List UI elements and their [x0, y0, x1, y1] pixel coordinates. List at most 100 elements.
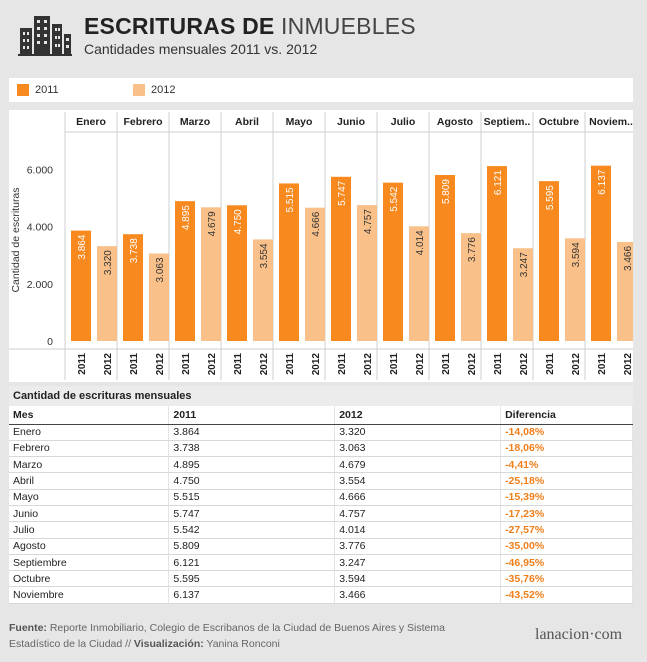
month-label: Noviem.. — [589, 116, 633, 128]
cell-2011: 3.864 — [168, 424, 336, 441]
bar-2011 — [279, 183, 299, 341]
cell-2012: 3.466 — [334, 586, 502, 604]
bar-2012 — [617, 241, 633, 341]
cell-2012: 3.554 — [334, 472, 502, 490]
table-row: Febrero 3.738 3.063 -18,06% — [9, 440, 633, 458]
chart: Cantidad de escrituras 0 2.000 4.000 6.000 En… — [9, 110, 633, 382]
bar-2011 — [71, 230, 91, 341]
bar-value-label: 3.554 — [259, 243, 270, 268]
cell-diferencia: -18,06% — [500, 440, 633, 458]
bar-2011 — [331, 176, 351, 341]
table-row: Julio 5.542 4.014 -27,57% — [9, 521, 633, 539]
cell-diferencia: -25,18% — [500, 472, 633, 490]
x-year-label: 2011 — [337, 353, 348, 375]
table-row: Marzo 4.895 4.679 -4,41% — [9, 456, 633, 474]
x-year-label: 2011 — [77, 353, 88, 375]
month-label: Septiem.. — [484, 116, 531, 128]
x-year-label: 2011 — [181, 353, 192, 375]
y-tick-label: 6.000 — [27, 165, 53, 177]
x-year-label: 2011 — [389, 353, 400, 375]
bar-value-label: 3.594 — [571, 242, 582, 267]
bar-2011 — [487, 166, 507, 341]
bar-value-label: 3.776 — [467, 237, 478, 262]
month-label: Marzo — [180, 116, 210, 128]
cell-diferencia: -35,76% — [500, 570, 633, 588]
bar-value-label: 5.542 — [389, 186, 400, 211]
viz-label: Visualización: — [133, 638, 204, 650]
cell-2012: 3.063 — [334, 440, 502, 458]
bar-value-label: 5.595 — [545, 185, 556, 210]
x-year-label: 2012 — [155, 353, 166, 376]
bar-value-label: 4.750 — [233, 209, 244, 234]
bar-2011 — [227, 205, 247, 341]
cell-2012: 3.247 — [334, 554, 502, 572]
cell-diferencia: -43,52% — [500, 586, 633, 604]
table-row: Septiembre 6.121 3.247 -46,95% — [9, 554, 633, 572]
bar-value-label: 6.137 — [597, 169, 608, 194]
x-year-label: 2012 — [259, 353, 270, 376]
page-subtitle: Cantidades mensuales 2011 vs. 2012 — [84, 41, 318, 57]
bar-value-label: 6.121 — [493, 170, 504, 195]
x-year-label: 2012 — [103, 353, 114, 376]
table-row: Octubre 5.595 3.594 -35,76% — [9, 570, 633, 588]
month-label: Febrero — [123, 116, 162, 128]
bar-value-label: 4.757 — [363, 209, 374, 234]
month-header-strip — [67, 110, 633, 132]
table-row: Enero 3.864 3.320 -14,08% — [9, 424, 633, 441]
bar-2012 — [409, 226, 429, 341]
table-header-row: Mes 2011 2012 Diferencia — [9, 406, 633, 425]
cell-2012: 4.679 — [334, 456, 502, 474]
x-year-label: 2011 — [441, 353, 452, 375]
cell-mes: Agosto — [9, 538, 170, 555]
bar-2011 — [539, 181, 559, 341]
cell-mes: Noviembre — [9, 586, 170, 604]
cell-mes: Enero — [9, 424, 170, 441]
source-text: Reporte Inmobiliario, Colegio de Escriba… — [9, 622, 445, 650]
cell-mes: Abril — [9, 472, 170, 490]
bar-2012 — [461, 233, 481, 341]
cell-2011: 4.895 — [168, 456, 336, 474]
legend-swatch-2012 — [133, 84, 145, 96]
bar-2012 — [565, 238, 585, 341]
month-label: Octubre — [539, 116, 579, 128]
header: ESCRITURAS DE INMUEBLES Cantidades mensu… — [0, 0, 647, 68]
cell-diferencia: -35,00% — [500, 538, 633, 555]
bar-value-label: 3.320 — [103, 250, 114, 275]
cell-2012: 3.320 — [334, 424, 502, 441]
x-year-label: 2012 — [363, 353, 374, 376]
cell-diferencia: -17,23% — [500, 505, 633, 523]
bar-2011 — [175, 201, 195, 341]
legend-item-2012: 2012 — [133, 84, 175, 96]
bar-value-label: 4.679 — [207, 211, 218, 236]
x-year-label: 2012 — [467, 353, 478, 376]
table-row: Abril 4.750 3.554 -25,18% — [9, 472, 633, 490]
cell-2011: 3.738 — [168, 440, 336, 458]
cell-2011: 5.515 — [168, 489, 336, 506]
bar-value-label: 4.895 — [181, 205, 192, 230]
x-year-label: 2012 — [623, 353, 633, 376]
bar-2012 — [97, 246, 117, 341]
cell-diferencia: -4,41% — [500, 456, 633, 474]
buildings-icon — [18, 16, 72, 56]
legend-label-2011: 2011 — [35, 84, 59, 96]
x-year-label: 2012 — [571, 353, 582, 376]
month-label: Enero — [76, 116, 106, 128]
bar-value-label: 3.466 — [623, 246, 633, 271]
cell-mes: Octubre — [9, 570, 170, 588]
x-year-label: 2011 — [233, 353, 244, 375]
x-year-label: 2011 — [493, 353, 504, 375]
bar-2012 — [149, 253, 169, 341]
legend-swatch-2011 — [17, 84, 29, 96]
bar-value-label: 3.738 — [129, 238, 140, 263]
table-row: Noviembre 6.137 3.466 -43,52% — [9, 586, 633, 604]
cell-2012: 4.666 — [334, 489, 502, 506]
bar-chart: Cantidad de escrituras 0 2.000 4.000 6.000 En… — [9, 110, 633, 380]
cell-diferencia: -27,57% — [500, 521, 633, 539]
legend-label-2012: 2012 — [151, 84, 176, 96]
cell-2011: 6.121 — [168, 554, 336, 572]
bar-value-label: 3.864 — [77, 234, 88, 259]
month-label: Junio — [337, 116, 365, 128]
header-diferencia: Diferencia — [500, 406, 633, 425]
page-title: ESCRITURAS DE INMUEBLES — [84, 13, 416, 40]
y-tick-label: 0 — [47, 336, 53, 348]
